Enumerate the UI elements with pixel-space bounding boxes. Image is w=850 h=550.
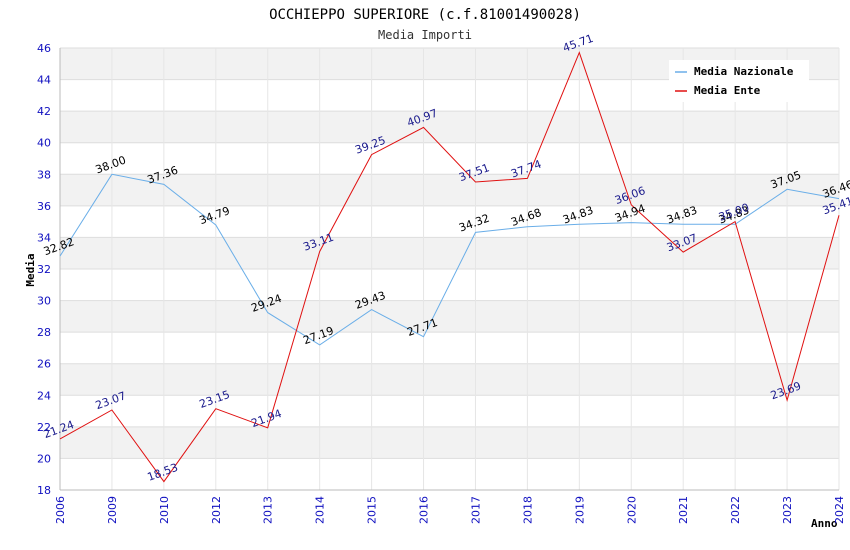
background-band [60, 237, 839, 269]
y-axis-label: Media [24, 253, 37, 286]
x-tick-label: 2022 [729, 496, 742, 524]
grid-lines [59, 47, 840, 491]
x-tick-label: 2010 [158, 496, 171, 524]
background-band [60, 174, 839, 206]
x-tick-label: 2012 [210, 496, 223, 524]
series-lines [59, 51, 840, 483]
data-label: 34.83 [561, 204, 595, 227]
x-tick-label: 2020 [625, 496, 638, 524]
x-tick-label: 2019 [573, 496, 586, 524]
chart-subtitle: Media Importi [378, 28, 472, 42]
background-band [60, 300, 839, 333]
x-tick-label: 2024 [833, 496, 846, 524]
background-band [60, 363, 839, 396]
background-bands [60, 48, 839, 459]
y-tick-label: 42 [37, 105, 51, 118]
y-tick-label: 28 [37, 326, 51, 339]
x-tick-label: 2018 [521, 496, 534, 524]
data-label: 38.00 [94, 154, 128, 177]
y-tick-label: 34 [37, 231, 51, 244]
y-tick-label: 24 [37, 389, 51, 402]
y-tick-label: 30 [37, 295, 51, 308]
y-tick-labels: 18 20 22 24 26 28 30 32 34 36 38 40 42 44 46 [37, 42, 51, 497]
y-tick-label: 32 [37, 263, 51, 276]
x-tick-label: 2017 [469, 496, 482, 524]
data-label: 34.68 [509, 206, 543, 229]
x-tick-label: 2013 [262, 496, 275, 524]
plot-frame [59, 48, 839, 491]
y-tick-label: 46 [37, 42, 51, 55]
x-tick-label: 2021 [677, 496, 690, 524]
x-tick-labels: 2006 2009 2010 2012 2013 2014 2015 2016 2017 2018… [54, 496, 846, 524]
data-label: 34.83 [665, 204, 699, 227]
x-tick-label: 2023 [781, 496, 794, 524]
y-tick-label: 22 [37, 421, 51, 434]
y-tick-label: 36 [37, 200, 51, 213]
y-tick-label: 18 [37, 484, 51, 497]
legend-box [669, 60, 809, 102]
background-band [60, 111, 839, 143]
x-tick-label: 2016 [418, 496, 431, 524]
x-axis-label: Anno [811, 517, 838, 530]
series-line-media-ente [59, 51, 840, 483]
legend-label-media-ente: Media Ente [694, 84, 761, 97]
y-tick-label: 38 [37, 168, 51, 181]
x-tick-label: 2015 [366, 496, 379, 524]
y-tick-label: 26 [37, 358, 51, 371]
x-tick-label: 2014 [314, 496, 327, 524]
background-band [60, 426, 839, 459]
series-line-media-nazionale [59, 173, 840, 346]
y-tick-label: 40 [37, 137, 51, 150]
y-tick-label: 44 [37, 74, 51, 87]
chart-title: OCCHIEPPO SUPERIORE (c.f.81001490028) [269, 7, 581, 23]
y-tick-label: 20 [37, 452, 51, 465]
legend: Media Nazionale Media Ente [669, 60, 809, 102]
x-tick-label: 2009 [106, 496, 119, 524]
legend-label-media-nazionale: Media Nazionale [694, 65, 794, 78]
x-tick-label: 2006 [54, 496, 67, 524]
